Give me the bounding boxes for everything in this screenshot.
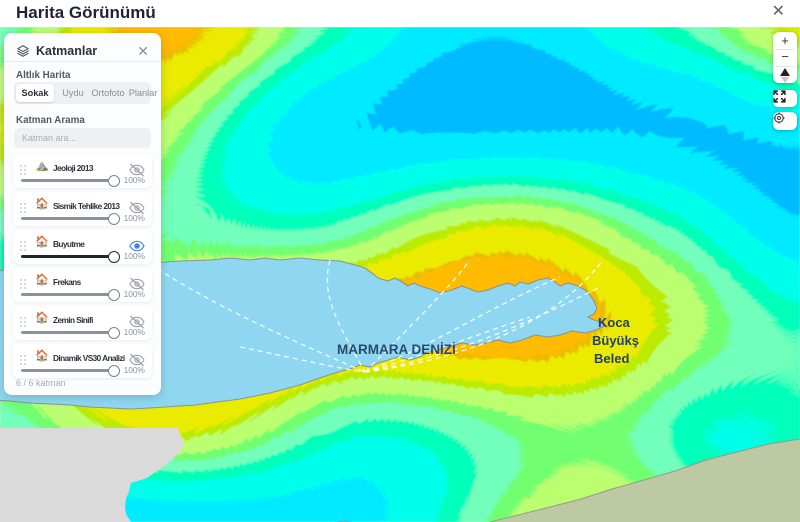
svg-text:Beled: Beled bbox=[594, 351, 629, 366]
svg-text:MARMARA DENİZİ: MARMARA DENİZİ bbox=[337, 342, 456, 357]
svg-text:Büyükş: Büyükş bbox=[592, 333, 639, 348]
svg-text:Koca: Koca bbox=[598, 315, 631, 330]
